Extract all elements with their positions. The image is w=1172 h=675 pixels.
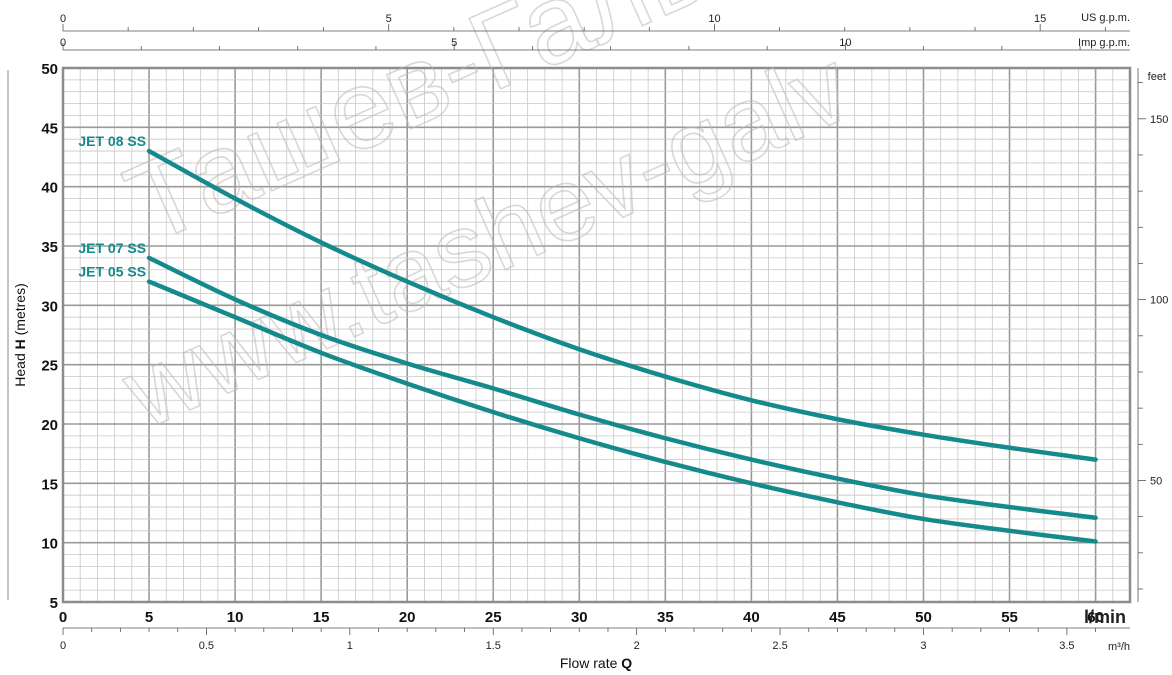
us-gpm-tick-label: 5	[386, 13, 392, 25]
series-label: JET 07 SS	[78, 240, 146, 256]
imp-gpm-tick-label: 5	[451, 37, 457, 49]
x-axis-unit-m3h: m³/h	[1108, 641, 1130, 653]
y-tick-label: 25	[41, 358, 58, 375]
y-tick-label: 35	[41, 239, 58, 256]
imp-gpm-tick-label: 0	[60, 37, 66, 49]
grid	[62, 67, 1131, 603]
series-label: JET 05 SS	[78, 264, 146, 280]
m3h-tick-label: 1.5	[486, 640, 501, 652]
m3h-tick-label: 1	[347, 640, 353, 652]
series-label: JET 08 SS	[78, 133, 146, 149]
x-tick-label: 45	[829, 609, 846, 626]
x-tick-label: 0	[59, 609, 67, 626]
plot-frame	[7, 66, 1132, 604]
series-line-jet-05-ss	[146, 279, 1098, 544]
m3h-tick-label: 0.5	[199, 640, 214, 652]
m3h-tick-label: 3.5	[1059, 640, 1074, 652]
x-tick-label: 5	[145, 609, 153, 626]
series-line-jet-07-ss	[146, 255, 1098, 520]
x-tick-label: 20	[399, 609, 416, 626]
x-tick-label: 35	[657, 609, 674, 626]
y-tick-label: 45	[41, 120, 58, 137]
y-tick-label: 5	[50, 595, 58, 612]
x-tick-label: 50	[915, 609, 932, 626]
y-tick-label: 40	[41, 180, 58, 197]
right-axis-unit-feet: feet	[1148, 71, 1166, 83]
x-axis-title: Flow rate Q	[560, 655, 632, 671]
y-tick-label: 15	[41, 476, 58, 493]
us-gpm-tick-label: 10	[708, 13, 720, 25]
y-tick-label: 10	[41, 536, 58, 553]
x-tick-label: 10	[227, 609, 244, 626]
us-gpm-tick-label: 0	[60, 13, 66, 25]
y-axis-title: Head H (metres)	[12, 283, 28, 386]
top-axis-unit-imp-gpm: Imp g.p.m.	[1078, 37, 1130, 49]
x-tick-label: 30	[571, 609, 588, 626]
feet-tick-label: 100	[1150, 295, 1168, 307]
performance-curves: JET 08 SS JET 07 SS JET 05 SS	[78, 133, 1098, 544]
m3h-tick-label: 3	[920, 640, 926, 652]
x-tick-label: 60	[1087, 609, 1104, 626]
x-tick-label: 55	[1001, 609, 1018, 626]
x-tick-label: 25	[485, 609, 502, 626]
plot-border	[61, 66, 1132, 604]
m3h-tick-label: 2	[634, 640, 640, 652]
y-tick-label: 30	[41, 298, 58, 315]
y-tick-label: 20	[41, 417, 58, 434]
y-tick-label: 50	[41, 61, 58, 78]
m3h-tick-label: 2.5	[772, 640, 787, 652]
x-axis-unit-lmin: l/min	[1084, 607, 1126, 627]
x-tick-label: 40	[743, 609, 760, 626]
m3h-tick-label: 0	[60, 640, 66, 652]
feet-tick-label: 150	[1150, 114, 1168, 126]
x-tick-label: 15	[313, 609, 330, 626]
feet-tick-label: 50	[1150, 475, 1162, 487]
series-line-jet-08-ss	[146, 148, 1098, 462]
top-axis-unit-us-gpm: US g.p.m.	[1081, 12, 1130, 24]
imp-gpm-tick-label: 10	[839, 37, 851, 49]
us-gpm-tick-label: 15	[1034, 13, 1046, 25]
